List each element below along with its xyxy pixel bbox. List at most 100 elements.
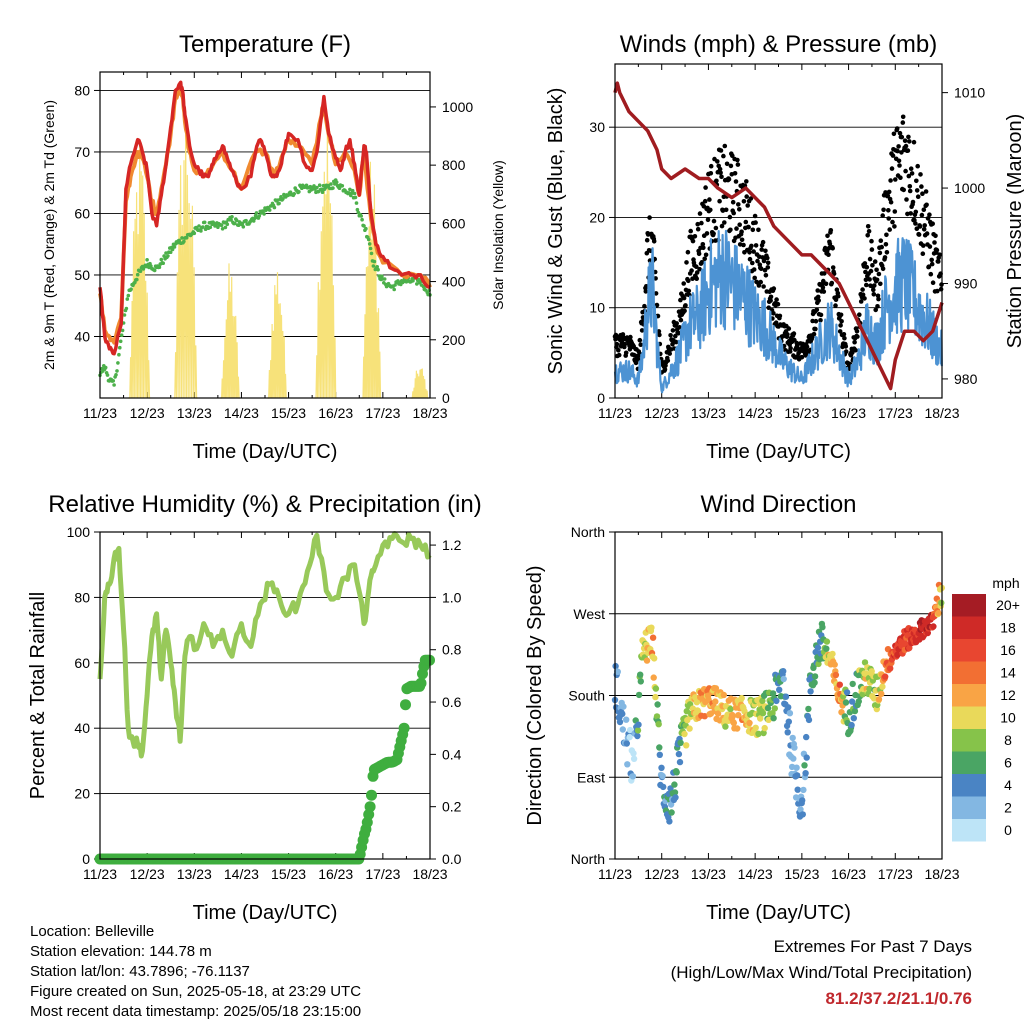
solar-day-line (220, 263, 240, 399)
gust-point (751, 267, 757, 272)
gust-point (703, 252, 709, 258)
direction-point (764, 704, 772, 712)
direction-point (866, 685, 873, 693)
gust-point (926, 264, 932, 270)
gust-point (765, 265, 771, 270)
x-tick-label: 12/23 (130, 405, 165, 421)
gust-point (665, 358, 671, 363)
dewpoint-point (369, 251, 374, 256)
x-tick-label: 18/23 (924, 405, 959, 421)
y-tick-label: South (568, 688, 605, 704)
gust-point (913, 209, 919, 215)
gust-point (638, 342, 643, 348)
x-tick-label: 18/23 (924, 866, 959, 882)
gust-point (744, 194, 749, 199)
plot-frame (99, 531, 431, 860)
y-tick-label: 40 (74, 720, 90, 736)
gust-point (930, 280, 936, 286)
gust-point (737, 222, 742, 227)
gust-point (887, 227, 892, 232)
x-tick-label: 16/23 (831, 866, 866, 882)
direction-point (823, 638, 831, 645)
dewpoint-point (116, 361, 120, 365)
gust-point (708, 171, 714, 176)
gust-point (836, 293, 841, 299)
x-tick-label: 14/23 (738, 866, 773, 882)
gust-point (753, 220, 758, 225)
legend-swatch (952, 594, 986, 617)
dewpoint-point (168, 250, 173, 254)
gust-point (924, 202, 929, 208)
gust-point (902, 138, 908, 143)
direction-point (671, 781, 678, 788)
gust-point (825, 233, 830, 239)
gust-point (838, 312, 844, 318)
legend-label: 10 (1000, 710, 1016, 726)
precip-point (364, 801, 376, 813)
direction-point (819, 624, 826, 631)
direction-point (643, 657, 651, 664)
gust-point (722, 143, 728, 149)
gust-point (900, 120, 906, 125)
gust-point (820, 285, 826, 290)
gust-point (788, 345, 793, 351)
direction-point (799, 811, 806, 818)
gust-point (722, 220, 727, 225)
gust-point (914, 188, 920, 193)
direction-point (811, 679, 818, 686)
plot-frame (614, 63, 943, 399)
direction-point (671, 789, 679, 796)
gust-point (653, 291, 659, 296)
gust-point (673, 333, 678, 339)
legend-label: 20+ (996, 597, 1020, 613)
gust-point (811, 331, 817, 337)
gust-point (903, 168, 908, 174)
gust-point (627, 347, 633, 352)
gust-point (719, 223, 725, 229)
dewpoint-point (281, 197, 285, 201)
direction-point (676, 758, 684, 766)
gust-point (714, 178, 719, 184)
gust-point (919, 184, 924, 189)
gust-point (676, 331, 681, 336)
direction-point (635, 691, 643, 699)
dewpoint-point (371, 264, 376, 268)
y-tick-label: 20 (589, 209, 605, 225)
dewpoint-point (372, 259, 377, 264)
dewpoint-point (292, 192, 297, 196)
y-tick-label: 80 (74, 589, 90, 605)
gust-point (867, 256, 873, 262)
y-tick-label: North (571, 524, 605, 540)
gust-point (752, 213, 758, 219)
direction-point (894, 651, 901, 658)
gust-point (763, 248, 768, 254)
dewpoint-point (138, 269, 143, 274)
gust-point (713, 225, 719, 231)
gust-point (850, 350, 855, 355)
gust-point (697, 266, 702, 272)
gust-point (815, 288, 820, 293)
direction-point (720, 691, 727, 699)
x-tick-label: 12/23 (644, 405, 679, 421)
gust-point (927, 244, 933, 249)
gust-point (888, 178, 893, 183)
direction-point (861, 659, 869, 666)
gust-point (673, 339, 679, 345)
y-tick-label: 80 (74, 82, 90, 98)
legend-swatch (952, 706, 986, 729)
gust-point (622, 341, 628, 347)
gust-point (913, 221, 918, 226)
gust-point (864, 282, 869, 288)
gust-point (908, 211, 913, 216)
gust-point (901, 187, 906, 193)
gust-point (853, 348, 858, 353)
gust-point (878, 281, 883, 287)
gust-point (890, 219, 895, 225)
direction-point (790, 755, 797, 762)
gust-point (885, 193, 891, 198)
gust-point (749, 243, 754, 249)
x-tick-label: 16/23 (831, 405, 866, 421)
dewpoint-point (267, 208, 272, 212)
gust-point (774, 297, 779, 302)
direction-point (924, 629, 931, 637)
